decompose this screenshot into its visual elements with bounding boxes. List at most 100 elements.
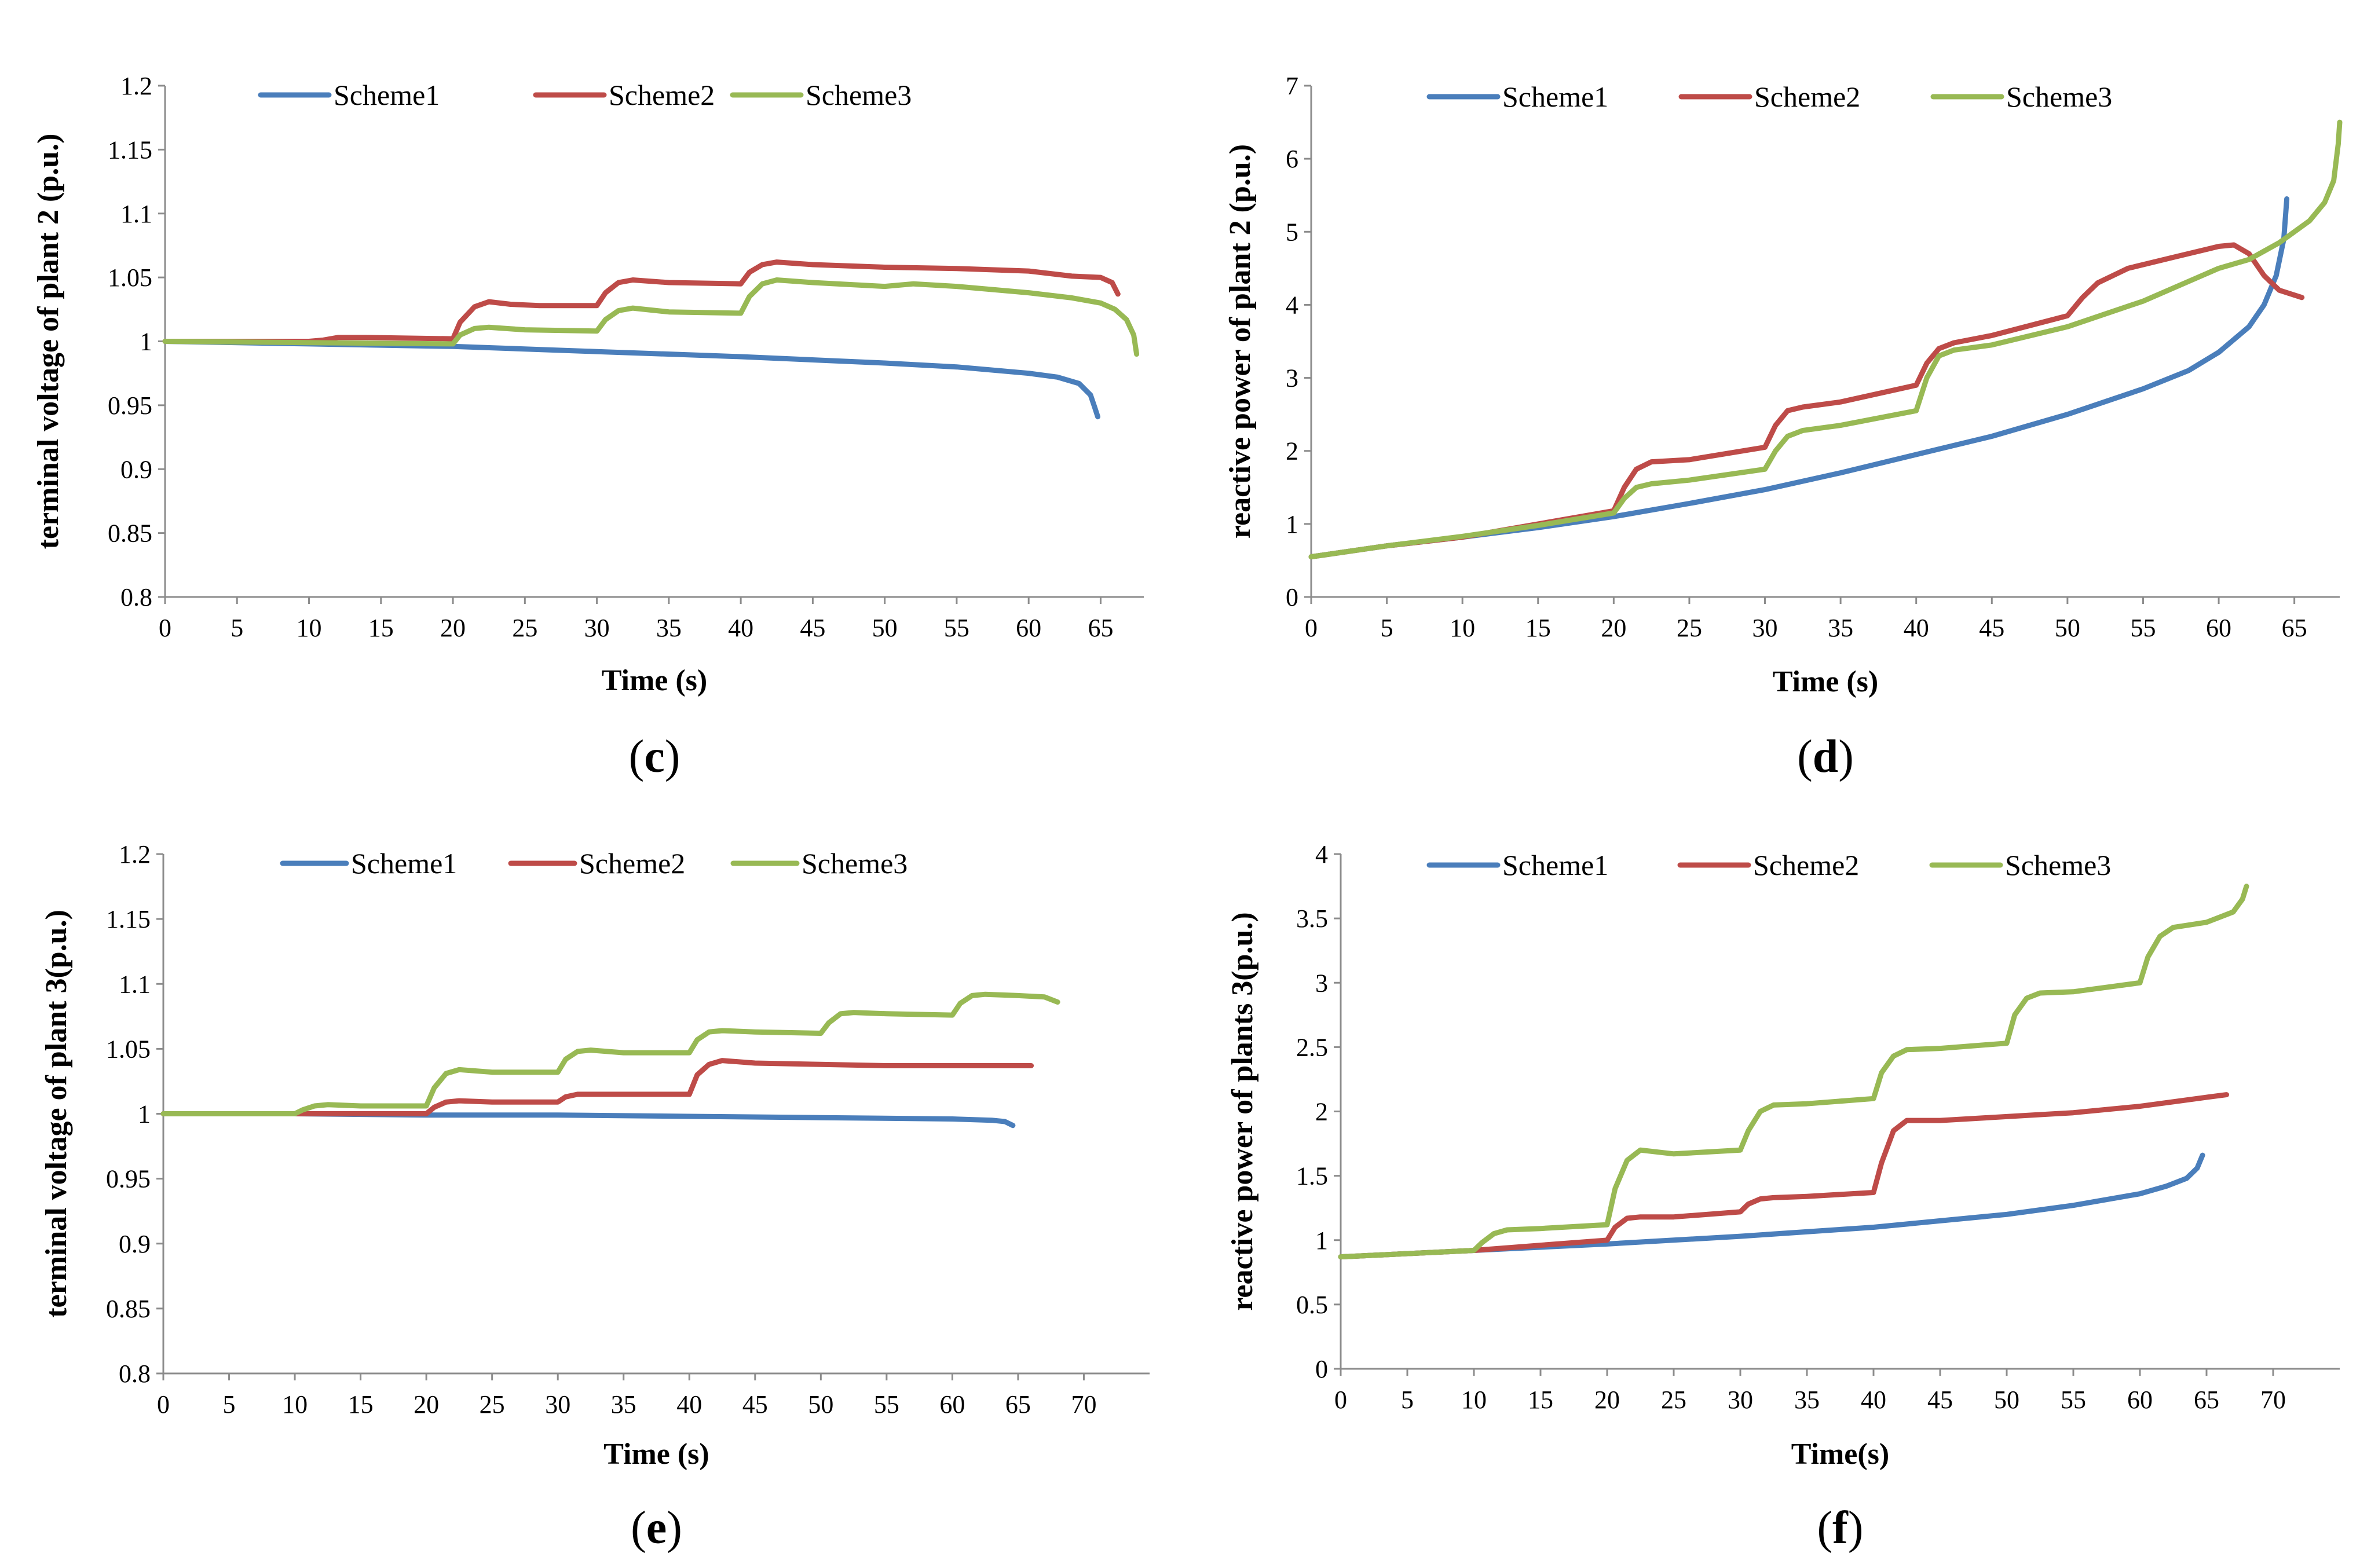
x-tick-label: 55	[874, 1390, 899, 1419]
x-tick-label: 50	[872, 614, 898, 642]
x-tick-label: 0	[1334, 1386, 1347, 1414]
x-tick-label: 10	[297, 614, 322, 642]
y-axis-label: terminal voltage of plant 2 (p.u.)	[32, 134, 65, 549]
y-tick-label: 4	[1315, 840, 1328, 869]
legend-label-scheme3: Scheme3	[2006, 80, 2112, 113]
x-tick-label: 15	[348, 1390, 374, 1419]
legend-label-scheme2: Scheme2	[579, 847, 685, 880]
x-tick-label: 5	[223, 1390, 236, 1419]
chart-f: 00.511.522.533.540 5 10 15 20 25 30 35 40 45 50 55 6…	[1226, 840, 2340, 1554]
x-tick-label: 50	[2055, 614, 2080, 642]
x-tick-label: 0	[159, 614, 171, 642]
series-line-scheme1	[1338, 1152, 2205, 1260]
x-tick-label: 55	[2061, 1386, 2086, 1414]
x-tick-label: 40	[1904, 614, 1929, 642]
y-axis-label: terminal voltage of plant 3(p.u.)	[40, 910, 73, 1318]
x-axis-label: Time (s)	[602, 664, 707, 697]
x-tick-label: 60	[939, 1390, 965, 1419]
y-tick-label: 1.05	[106, 1035, 151, 1063]
y-axis-label: reactive power of plants 3(p.u.)	[1226, 912, 1259, 1310]
x-tick-label: 40	[728, 614, 753, 642]
x-tick-label: 5	[1401, 1386, 1414, 1414]
x-tick-label: 0	[157, 1390, 170, 1419]
y-tick-label: 1	[1286, 510, 1298, 538]
y-tick-label: 1.1	[119, 970, 151, 998]
panel-label-letter: c	[644, 731, 665, 782]
y-tick-label: 0.9	[119, 1230, 151, 1258]
x-tick-label: 5	[1381, 614, 1393, 642]
y-axis-label: reactive power of plant 2 (p.u.)	[1224, 144, 1257, 538]
x-tick-label: 55	[2130, 614, 2156, 642]
series-line-scheme3	[162, 277, 1140, 357]
y-tick-label: 3	[1315, 969, 1328, 997]
x-tick-label: 20	[1594, 1386, 1620, 1414]
y-tick-label: 3.5	[1296, 904, 1328, 933]
y-tick-label: 0.5	[1296, 1291, 1328, 1319]
chart-c: 0.8 0.85 0.9 0.95 1 1.05 1.1 1.15 1.2 0 5 10 15 20 25 3…	[32, 72, 1144, 782]
legend-label-scheme3: Scheme3	[806, 79, 912, 111]
y-tick-label: 0.9	[120, 455, 152, 483]
legend-label-scheme1: Scheme1	[334, 79, 440, 111]
y-tick-label: 2	[1315, 1098, 1328, 1126]
y-tick-label: 0.8	[120, 583, 152, 611]
y-tick-label: 7	[1286, 72, 1298, 100]
y-tick-label: 0.95	[106, 1165, 151, 1193]
y-tick-label: 1.15	[108, 135, 152, 164]
x-tick-label: 45	[1979, 614, 2004, 642]
x-tick-label: 15	[368, 614, 394, 642]
x-tick-label: 25	[480, 1390, 505, 1419]
x-tick-label: 50	[1994, 1386, 2019, 1414]
x-tick-label: 10	[1461, 1386, 1487, 1414]
panel-label: (d)	[1797, 731, 1854, 782]
x-tick-label: 60	[1016, 614, 1041, 642]
x-tick-label: 50	[808, 1390, 833, 1419]
series-line-scheme2	[162, 259, 1121, 344]
x-tick-label: 65	[1005, 1390, 1031, 1419]
panel-label: (f)	[1817, 1503, 1864, 1554]
series-line-scheme1	[162, 339, 1100, 420]
y-tick-label: 1	[138, 1100, 151, 1129]
x-tick-label: 15	[1528, 1386, 1553, 1414]
series-line-scheme2	[1338, 1092, 2229, 1260]
panel-label-letter: e	[646, 1503, 667, 1554]
panel-label: (c)	[629, 731, 680, 782]
y-tick-label: 0.85	[108, 519, 152, 548]
x-tick-label: 30	[1728, 1386, 1753, 1414]
y-tick-label: 4	[1286, 291, 1298, 319]
x-tick-label: 70	[2260, 1386, 2286, 1414]
legend-label-scheme2: Scheme2	[1753, 849, 1859, 881]
x-tick-label: 25	[1661, 1386, 1686, 1414]
y-tick-label: 0	[1315, 1355, 1328, 1383]
series-line-scheme3	[160, 991, 1060, 1116]
y-tick-label: 0.85	[106, 1295, 151, 1323]
series-line-scheme2	[160, 1058, 1034, 1116]
y-tick-label: 1.05	[108, 263, 152, 292]
legend-label-scheme2: Scheme2	[609, 79, 715, 111]
legend-label-scheme3: Scheme3	[2005, 849, 2111, 881]
x-tick-label: 20	[440, 614, 466, 642]
x-tick-label: 65	[1088, 614, 1113, 642]
y-tick-label: 1.2	[119, 840, 151, 869]
legend-label-scheme2: Scheme2	[1754, 80, 1860, 113]
x-tick-label: 20	[1601, 614, 1626, 642]
chart-e: 0.8 0.85 0.9 0.95 1 1.05 1.1 1.15 1.2 0 5 10 15 20 25 3…	[40, 840, 1150, 1554]
x-tick-label: 35	[611, 1390, 636, 1419]
x-tick-label: 60	[2206, 614, 2231, 642]
x-tick-label: 45	[1927, 1386, 1953, 1414]
x-tick-label: 40	[676, 1390, 702, 1419]
y-tick-label: 2	[1286, 437, 1298, 466]
x-tick-label: 5	[230, 614, 243, 642]
y-tick-label: 3	[1286, 364, 1298, 393]
y-tick-label: 1.5	[1296, 1162, 1328, 1190]
x-tick-label: 30	[1752, 614, 1778, 642]
x-axis-label: Time (s)	[603, 1438, 709, 1471]
y-tick-label: 5	[1286, 218, 1298, 246]
x-tick-label: 45	[800, 614, 825, 642]
x-tick-label: 15	[1525, 614, 1551, 642]
x-tick-label: 10	[1450, 614, 1475, 642]
panel-label: (e)	[631, 1503, 682, 1554]
x-tick-label: 25	[1677, 614, 1702, 642]
x-tick-label: 45	[742, 1390, 768, 1419]
legend-label-scheme1: Scheme1	[351, 847, 457, 880]
